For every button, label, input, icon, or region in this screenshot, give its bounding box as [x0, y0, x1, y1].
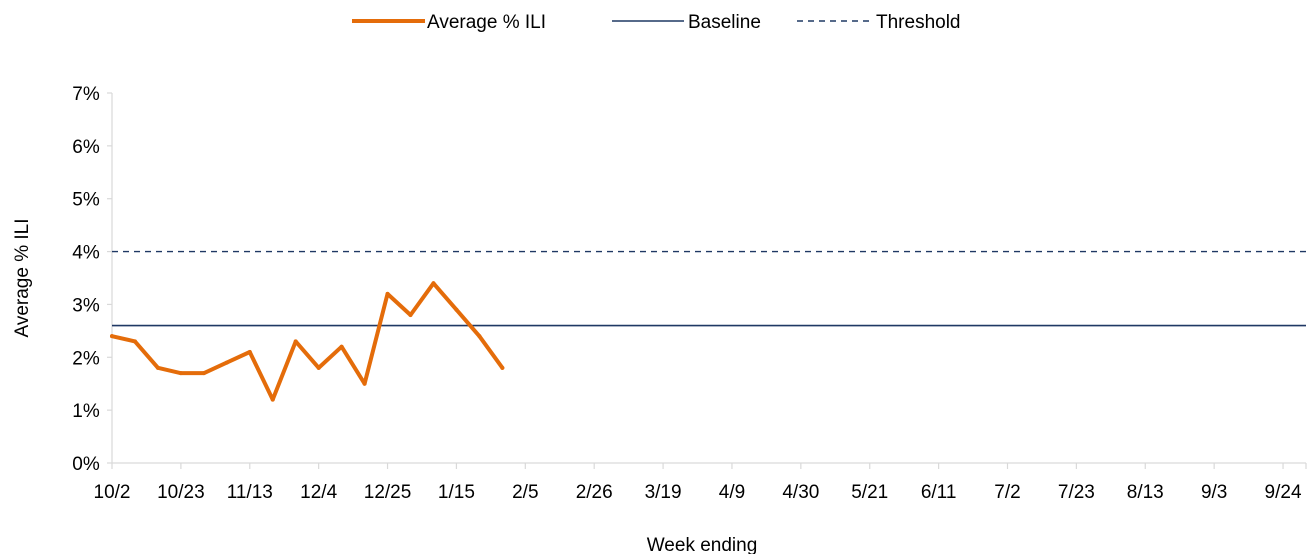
ili-data-point [201, 371, 206, 376]
ili-series-line [110, 281, 505, 402]
x-tick-label: 10/2 [94, 482, 131, 503]
ili-data-point [454, 307, 459, 312]
x-tick-label: 4/30 [782, 482, 819, 503]
x-tick-label: 7/23 [1058, 482, 1095, 503]
ili-data-point [339, 344, 344, 349]
x-tick-label: 5/21 [851, 482, 888, 503]
y-tick-label: 1% [72, 401, 100, 422]
ili-data-point [224, 360, 229, 365]
x-axis-title: Week ending [647, 535, 758, 554]
ili-data-point [385, 291, 390, 296]
x-tick-label: 12/4 [300, 482, 337, 503]
y-tick-label: 5% [72, 190, 100, 211]
ili-data-points [110, 281, 505, 402]
x-axis-ticks: 10/2 10/23 11/13 12/4 12/25 1/15 2/5 2/26 3/19 4/… [94, 463, 1307, 503]
x-tick-label: 9/24 [1265, 482, 1302, 503]
ili-data-point [477, 334, 482, 339]
legend-label-threshold: Threshold [876, 12, 961, 33]
x-tick-label: 4/9 [719, 482, 745, 503]
y-tick-label: 2% [72, 348, 100, 369]
y-tick-label: 3% [72, 295, 100, 316]
legend-label-baseline: Baseline [688, 12, 761, 33]
x-tick-label: 1/15 [438, 482, 475, 503]
x-tick-label: 12/25 [364, 482, 412, 503]
x-tick-label: 8/13 [1127, 482, 1164, 503]
ili-data-point [293, 339, 298, 344]
ili-data-point [270, 397, 275, 402]
x-tick-label: 2/5 [512, 482, 538, 503]
ili-data-point [408, 313, 413, 317]
x-tick-label: 6/11 [921, 482, 957, 503]
ili-data-point [247, 350, 252, 354]
ili-data-point [500, 365, 505, 370]
ili-data-point [362, 381, 367, 386]
x-tick-label: 9/3 [1201, 482, 1227, 503]
y-axis-title: Average % ILI [12, 218, 33, 337]
x-tick-label: 3/19 [645, 482, 682, 503]
x-tick-label: 10/23 [157, 482, 205, 503]
y-axis-ticks: 0% 1% 2% 3% 4% 5% 6% 7% [72, 84, 112, 475]
x-tick-label: 2/26 [576, 482, 613, 503]
ili-data-point [155, 365, 160, 370]
y-tick-label: 6% [72, 137, 100, 158]
y-tick-label: 0% [72, 454, 100, 475]
y-tick-label: 4% [72, 243, 100, 264]
legend: Average % ILI Baseline Threshold [352, 12, 961, 33]
ili-data-point [178, 371, 183, 376]
ili-data-point [431, 281, 436, 286]
x-tick-label: 11/13 [227, 482, 273, 503]
y-tick-label: 7% [72, 84, 100, 105]
x-tick-label: 7/2 [994, 482, 1020, 503]
ili-data-point [316, 365, 321, 370]
legend-label-ili: Average % ILI [427, 12, 546, 33]
ili-data-point [132, 339, 137, 344]
series-group [110, 250, 1306, 402]
ili-data-point [110, 334, 114, 339]
